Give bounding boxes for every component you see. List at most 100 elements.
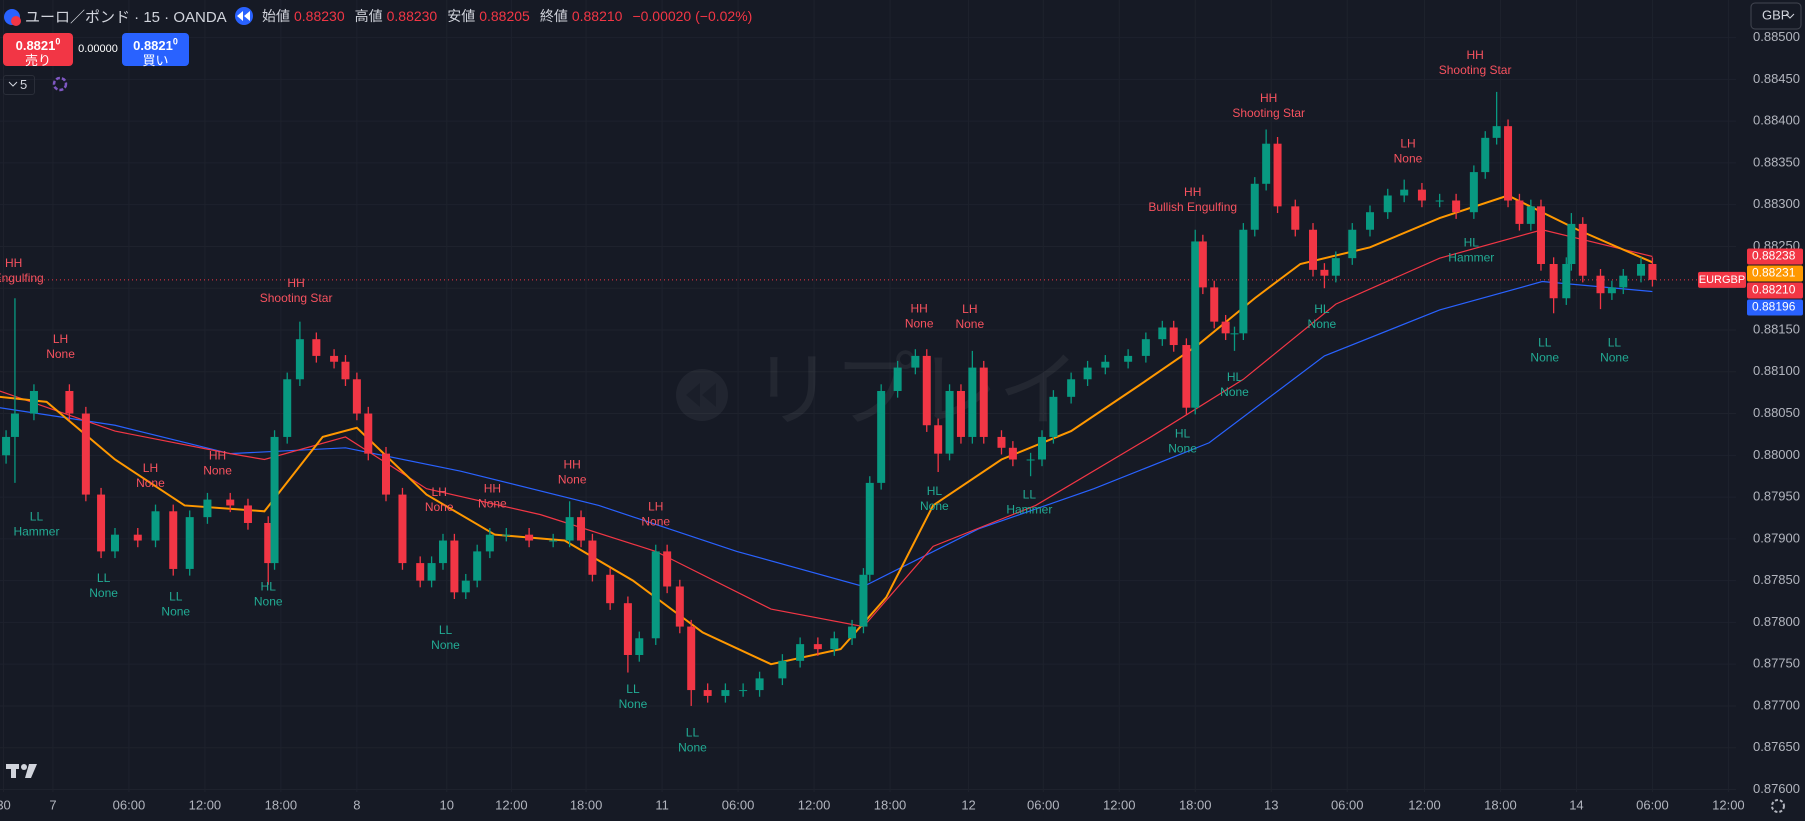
candle-body [956,390,965,437]
pivot-label: LH [1400,137,1415,151]
candle-body [1417,189,1426,201]
candle-body [110,534,119,552]
pivot-label: HH [484,482,501,496]
candle-body [1124,355,1133,362]
pattern-label: None [89,586,118,600]
y-tick-label: 0.88050 [1753,405,1800,420]
candle-body [848,626,857,639]
candle-body [502,534,511,536]
pattern-label: None [678,741,707,755]
x-tick-label: 12:00 [1408,797,1441,812]
symbol-tag-bg [1698,271,1746,288]
symbol-name[interactable]: ユーロ／ポンド · 15 · OANDA [25,9,227,26]
candle-body [1198,241,1207,288]
buy-button[interactable]: 0.88210 買い [122,33,189,69]
change: −0.00020 (−0.02%) [632,8,753,24]
candle-body [739,690,748,692]
candle-body [1273,143,1282,207]
y-tick-label: 0.88450 [1753,71,1800,86]
pivot-label: HL [927,484,943,498]
candle-body [312,339,321,356]
x-tick-label: 12:00 [495,797,528,812]
pivot-label: HL [1175,427,1191,441]
x-tick-label: 18:00 [265,797,298,812]
pattern-label: h Engulfing [0,271,44,285]
pivot-label: HH [5,256,22,270]
ohlc-value: 0.88205 [479,8,530,24]
candle-body [1101,361,1110,368]
price-tags: EURGBP 0.88238 0.88231 0.88210 0.88196 [1698,248,1803,316]
y-tick-label: 0.88150 [1753,321,1800,336]
candle-body [755,678,764,691]
pattern-label: None [1220,385,1249,399]
currency-label: GBP [1762,7,1789,22]
x-tick-label: 18:00 [874,797,907,812]
pivot-label: HH [287,276,304,290]
candle-body [485,534,494,552]
candle-body [635,638,644,655]
pattern-label: None [1394,152,1423,166]
ohlc-legend: 始値 0.88230 高値 0.88230 安値 0.88205 終値 0.88210 … [262,6,758,26]
pattern-label: None [905,316,934,330]
pivot-label: LL [686,726,700,740]
candle-body [330,355,339,362]
pivot-label: LH [143,461,158,475]
price-tag-bg [1747,282,1803,299]
candle-body [461,580,470,593]
pivot-label: HH [910,301,927,315]
candle-body [778,660,787,679]
y-tick-label: 0.87800 [1753,614,1800,629]
currency-button[interactable] [1750,2,1802,30]
x-tick-label: 12 [961,797,975,812]
candle-body [1049,396,1058,437]
symbol-icon-2 [11,16,21,26]
candle-body [830,638,839,650]
watermark-icon-arrows [686,383,716,407]
indicator-count: 5 [20,77,28,92]
pivot-label: LL [97,571,111,585]
pivot-label: HL [1464,235,1480,249]
y-tick-label: 0.87700 [1753,697,1800,712]
pivot-label: LL [30,509,44,523]
pattern-label: None [478,497,507,511]
y-tick-label: 0.87900 [1753,530,1800,545]
logo-slash [25,764,37,778]
x-tick-label: 06:00 [1331,797,1364,812]
pattern-label: None [1600,351,1629,365]
pattern-label: None [161,605,190,619]
candle-body [427,563,436,581]
buy-label: 買い [142,53,169,69]
candle-body [893,367,902,391]
candle-body [945,390,954,454]
candle-body [979,367,988,437]
pivot-label: LH [432,485,447,499]
candle-body [1191,241,1200,408]
pivot-label: LL [439,623,453,637]
candle-body [1262,143,1271,184]
candle-body [1026,459,1035,461]
candle-body [473,551,482,581]
x-tick-label: 12:00 [1712,797,1745,812]
pattern-label: Bullish Engulfing [1148,200,1237,214]
candle-body [1221,321,1230,334]
ohlc-label: 始値 [262,8,290,24]
annotations: HHh EngulfingLHNoneLLHammerLHNoneHHNoneL… [0,48,1629,755]
pattern-label: None [203,463,232,477]
candle-body [1067,379,1076,397]
settings-icon[interactable] [1771,799,1785,813]
grid [0,0,1736,792]
y-tick-label: 0.88000 [1753,447,1800,462]
pattern-label: Hammer [1006,503,1052,517]
price-tag-bg [1747,248,1803,265]
candle-body [1504,126,1513,201]
sell-button[interactable]: 0.88210 売り [3,33,73,68]
candle-body [169,511,178,569]
candle-body [1366,212,1375,230]
candle-body [1291,206,1300,230]
indicators-toggle[interactable]: 5 [3,75,35,95]
sell-price-sup: 0 [55,37,61,47]
candle-body [1169,327,1178,346]
candle-body [997,436,1006,448]
